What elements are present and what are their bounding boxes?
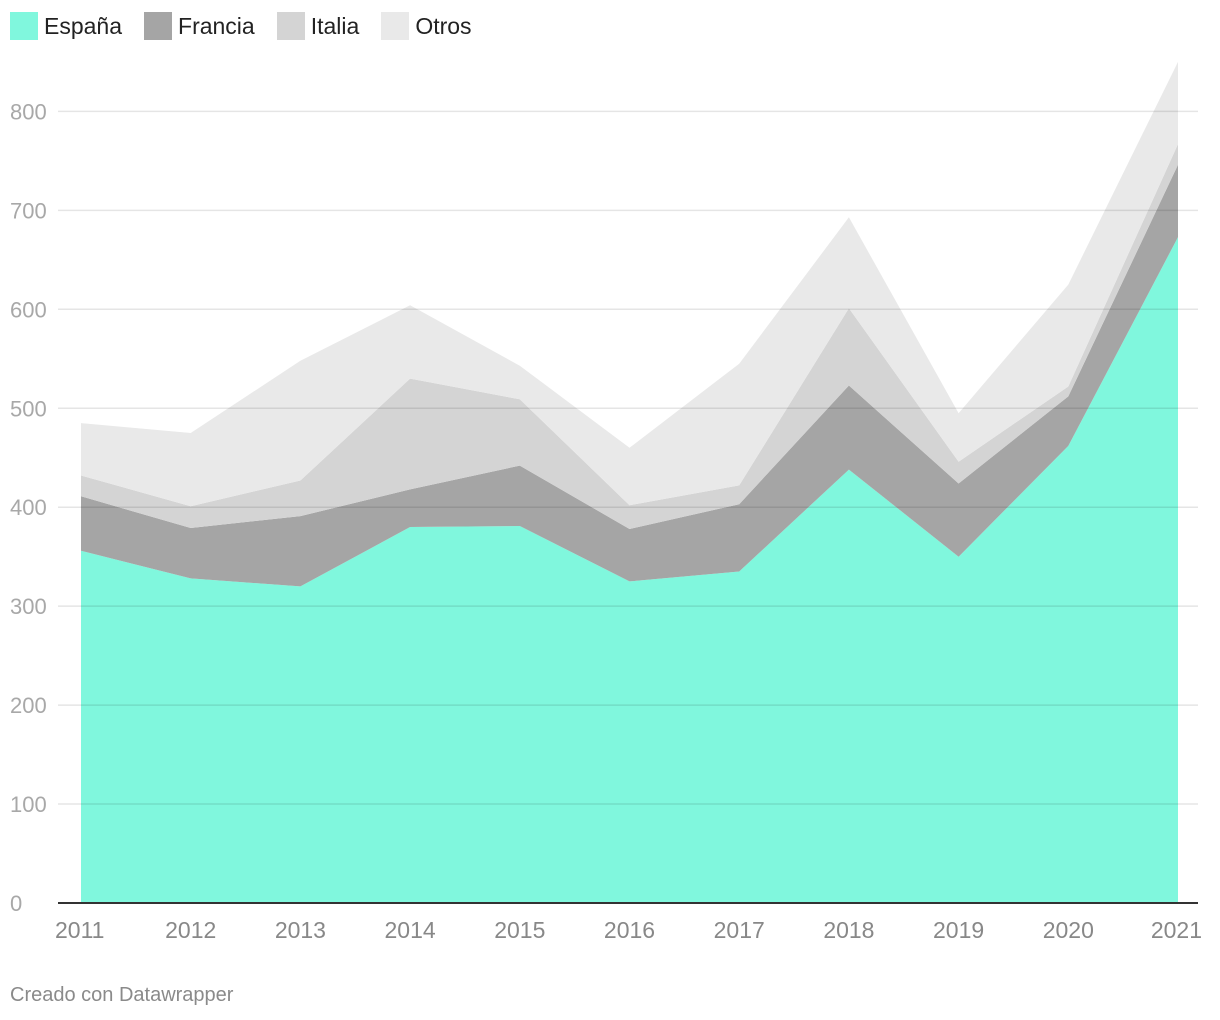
area-series bbox=[81, 237, 1178, 904]
y-tick-label: 800 bbox=[10, 99, 47, 124]
y-tick-label: 0 bbox=[10, 891, 22, 916]
area-series bbox=[81, 164, 1178, 587]
x-tick-label: 2019 bbox=[933, 917, 984, 943]
y-tick-label: 100 bbox=[10, 792, 47, 817]
x-tick-label: 2013 bbox=[275, 917, 326, 943]
legend-swatch bbox=[10, 12, 38, 40]
y-tick-label: 200 bbox=[10, 693, 47, 718]
y-tick-label: 500 bbox=[10, 396, 47, 421]
x-tick-label: 2020 bbox=[1043, 917, 1094, 943]
chart-legend: España Francia Italia Otros bbox=[10, 12, 494, 40]
legend-label: España bbox=[44, 12, 123, 39]
x-tick-label: 2011 bbox=[55, 917, 104, 943]
legend-item: España bbox=[10, 12, 122, 40]
x-tick-label: 2015 bbox=[494, 917, 545, 943]
y-tick-label: 400 bbox=[10, 495, 47, 520]
legend-item: Italia bbox=[276, 12, 360, 40]
area-layers bbox=[81, 61, 1178, 904]
legend-item: Otros bbox=[381, 12, 472, 40]
credit-footer: Creado con Datawrapper bbox=[10, 984, 234, 1006]
y-tick-label: 300 bbox=[10, 594, 47, 619]
legend-swatch bbox=[144, 12, 173, 40]
x-tick-label: 2018 bbox=[823, 917, 874, 943]
legend-label: Italia bbox=[310, 12, 360, 39]
area-series bbox=[81, 61, 1178, 507]
legend-swatch bbox=[381, 12, 410, 40]
x-tick-label: 2014 bbox=[385, 917, 436, 943]
x-tick-label: 2016 bbox=[604, 917, 655, 943]
y-tick-label: 700 bbox=[10, 198, 47, 223]
legend-item: Francia bbox=[144, 12, 255, 40]
legend-label: Otros bbox=[415, 12, 472, 39]
area-series bbox=[81, 144, 1178, 529]
legend-label: Francia bbox=[178, 12, 255, 39]
x-tick-label: 2017 bbox=[714, 917, 765, 943]
legend-swatch bbox=[276, 12, 305, 40]
x-tick-label: 2012 bbox=[165, 917, 216, 943]
y-tick-label: 600 bbox=[10, 297, 47, 322]
x-tick-label: 2021 bbox=[1151, 917, 1202, 943]
